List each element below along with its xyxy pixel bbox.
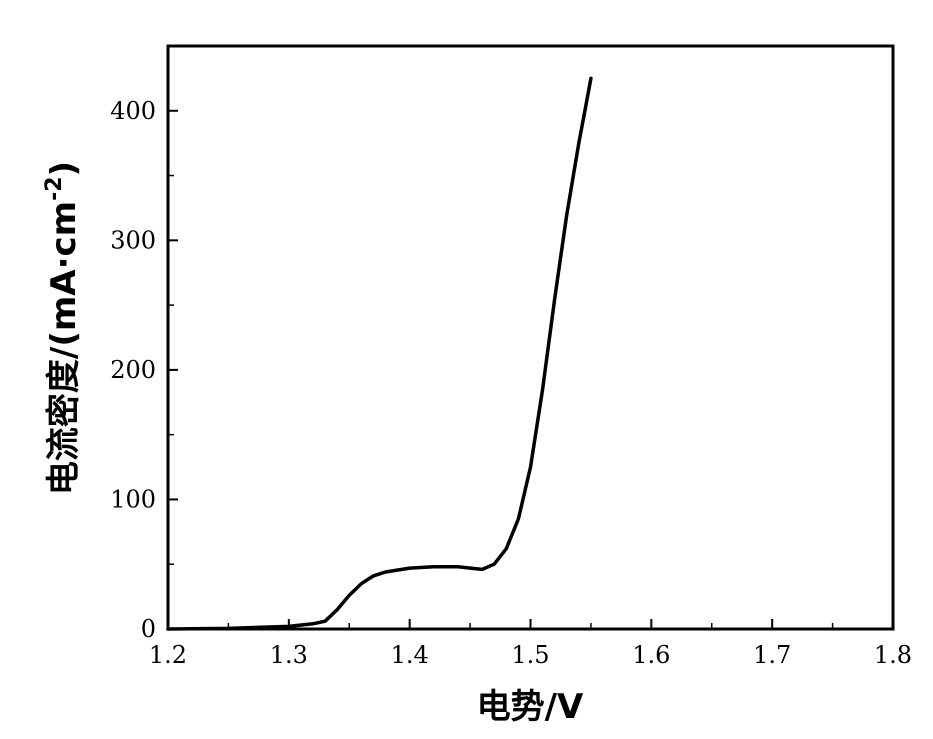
x-tick-label: 1.6 (632, 641, 670, 669)
y-tick-label: 400 (110, 97, 156, 125)
y-axis-title-main: 电流密度/(mA·cm (44, 201, 84, 495)
x-tick-label: 1.5 (511, 641, 549, 669)
plot-frame (168, 46, 893, 629)
y-axis-title-close: ) (44, 161, 84, 177)
tick-labels-layer: 1.2 1.3 1.4 1.5 1.6 1.7 1.8 0 100 200 300 400 (110, 97, 912, 669)
x-tick-label: 1.8 (874, 641, 912, 669)
x-tick-label: 1.2 (149, 641, 187, 669)
series-line (168, 78, 591, 629)
x-tick-label: 1.7 (753, 641, 791, 669)
y-axis-title-superscript: -2 (42, 176, 67, 200)
y-tick-label: 200 (110, 356, 156, 384)
x-tick-label: 1.3 (270, 641, 308, 669)
y-tick-label: 0 (141, 615, 156, 643)
x-axis-title: 电势/V (477, 687, 584, 727)
y-tick-label: 100 (110, 485, 156, 513)
y-axis-title: 电流密度/(mA·cm-2) (42, 161, 84, 495)
x-tick-label: 1.4 (391, 641, 429, 669)
ticks-layer (168, 111, 893, 629)
y-tick-label: 300 (110, 226, 156, 254)
